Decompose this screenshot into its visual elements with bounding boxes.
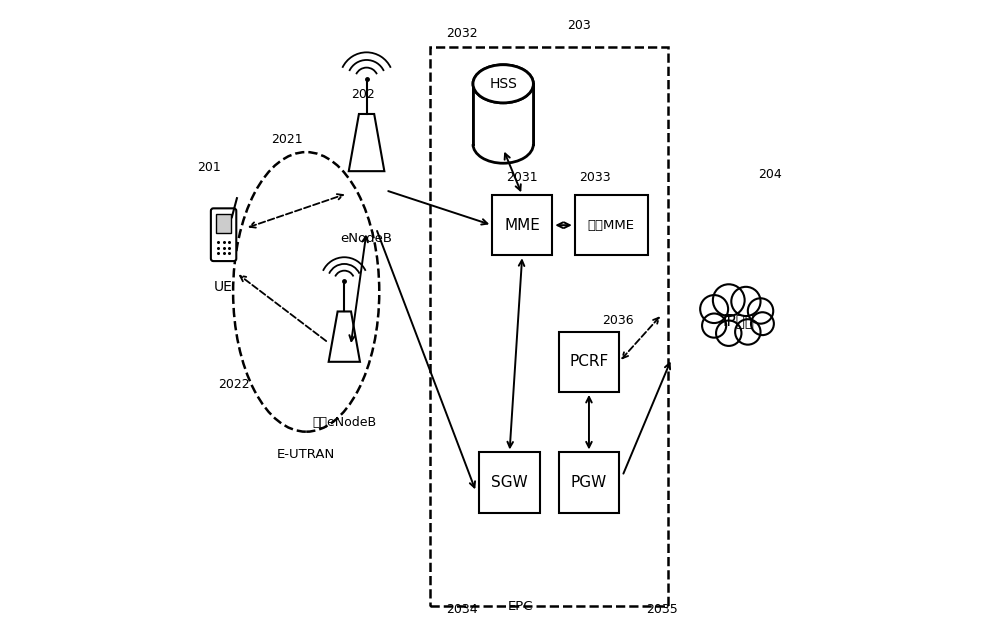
Ellipse shape [473,65,533,103]
Text: EPC: EPC [508,600,533,613]
Text: PGW: PGW [571,475,607,490]
Polygon shape [329,312,360,362]
FancyBboxPatch shape [211,208,236,261]
Bar [479,453,540,513]
Bar [492,195,552,255]
Circle shape [700,295,728,323]
Circle shape [748,298,773,324]
Text: MME: MME [504,218,540,233]
Text: UE: UE [214,281,233,294]
Bar [575,195,648,255]
Text: 2034: 2034 [446,603,478,616]
Circle shape [713,284,745,316]
Circle shape [716,320,741,346]
Text: 203: 203 [568,19,591,31]
Text: 202: 202 [352,88,375,101]
Text: 其它MME: 其它MME [588,219,635,231]
Bar [559,453,619,513]
Polygon shape [349,114,384,171]
Circle shape [751,312,774,335]
Text: 2031: 2031 [506,171,538,184]
Text: E-UTRAN: E-UTRAN [277,447,335,461]
Text: PCRF: PCRF [569,354,609,369]
Text: eNodeB: eNodeB [341,231,393,244]
Bar [430,47,668,606]
Text: 其它eNodeB: 其它eNodeB [312,416,376,429]
Text: 2032: 2032 [446,27,478,40]
Text: 2022: 2022 [219,378,250,390]
Text: HSS: HSS [489,77,517,91]
Text: IP业务: IP业务 [722,313,754,328]
Text: 2036: 2036 [602,314,633,327]
Circle shape [735,319,761,345]
Text: SGW: SGW [491,475,528,490]
Text: 201: 201 [197,162,221,174]
Text: 204: 204 [758,168,782,181]
Text: 2033: 2033 [580,171,611,184]
Text: 2021: 2021 [271,133,303,146]
Circle shape [731,287,761,316]
Bar [216,213,231,233]
Bar [473,84,533,144]
Ellipse shape [473,65,533,103]
Circle shape [702,313,726,338]
Bar [559,331,619,392]
Text: 2035: 2035 [646,603,678,616]
